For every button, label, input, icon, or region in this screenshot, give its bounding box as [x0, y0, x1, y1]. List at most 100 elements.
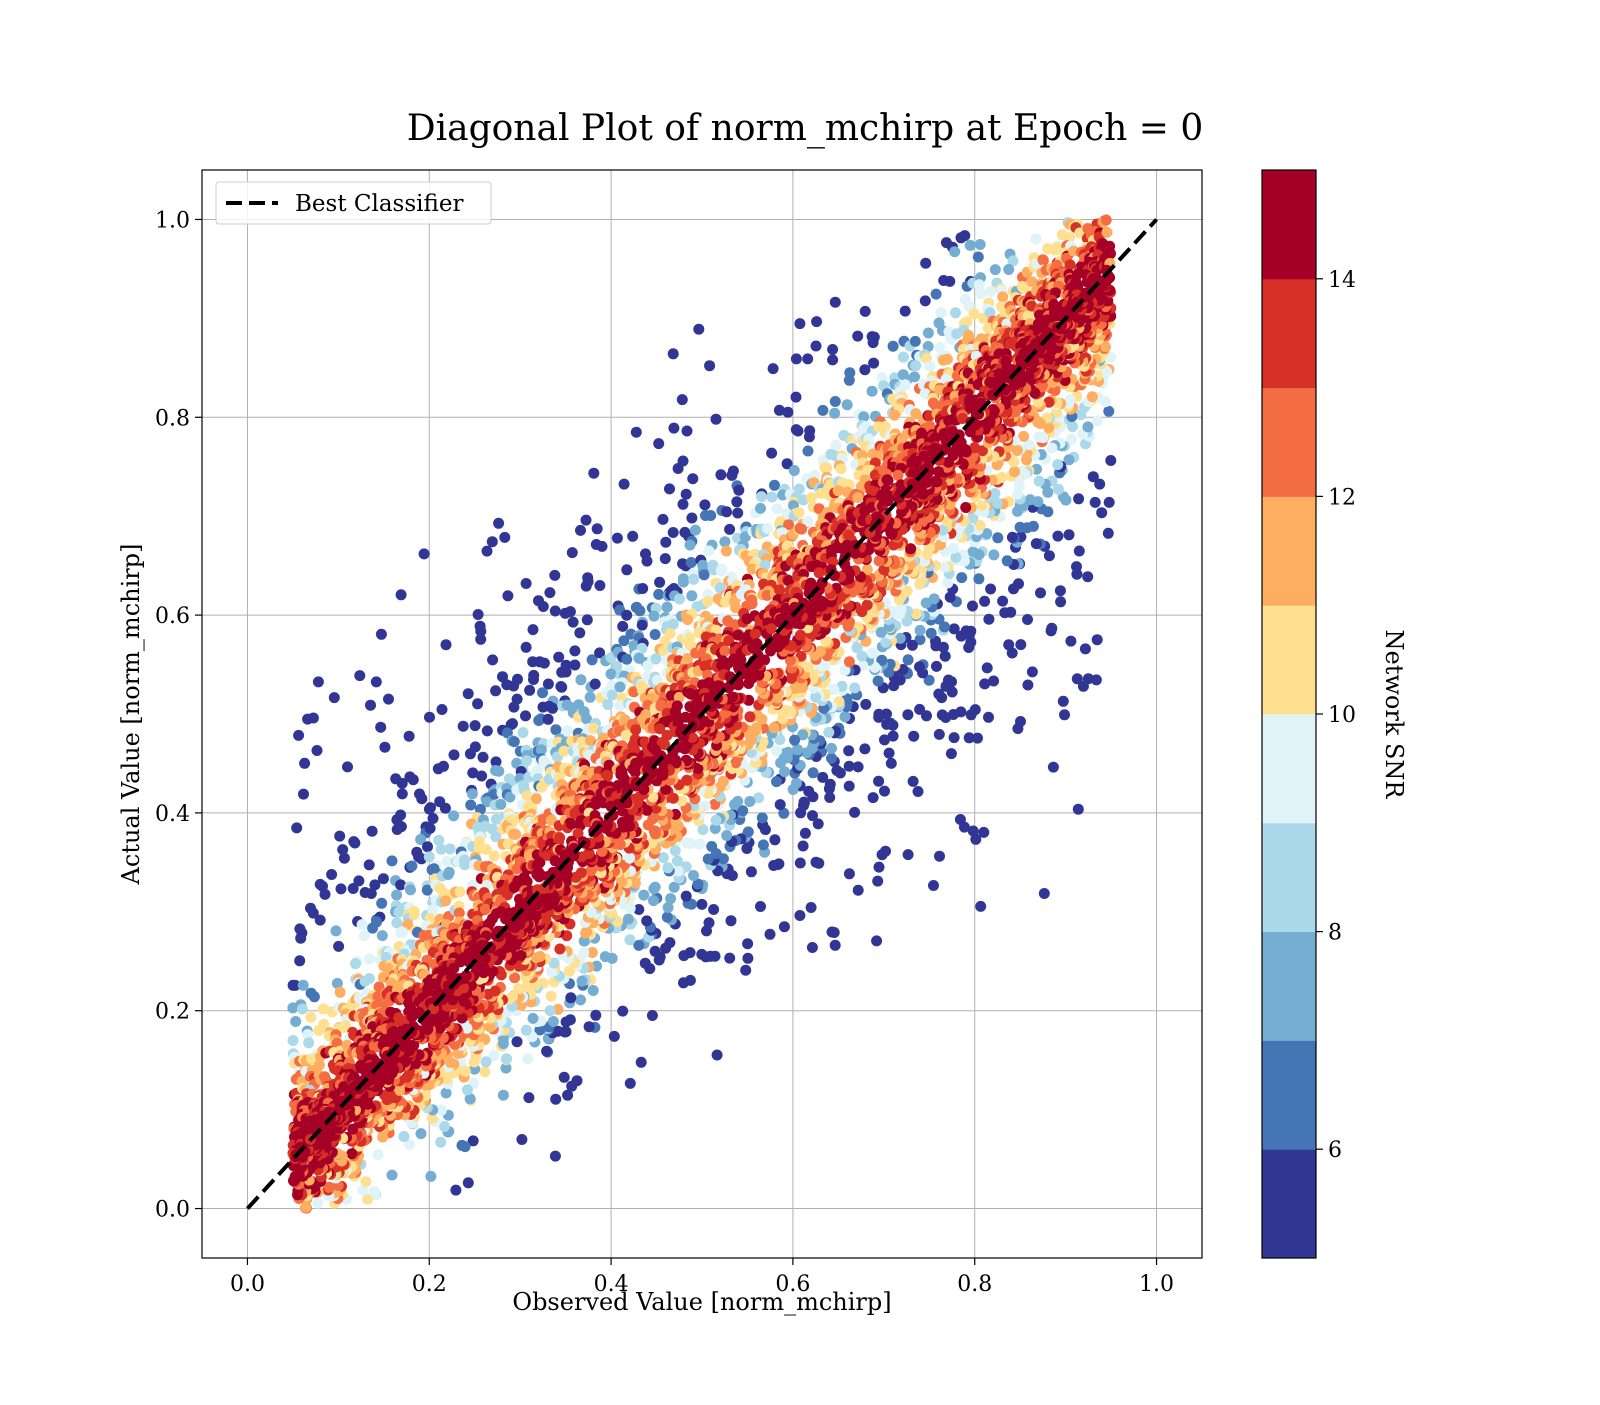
scatter-point [702, 596, 713, 607]
scatter-point [528, 1013, 539, 1024]
scatter-point [508, 681, 519, 692]
scatter-point [726, 470, 737, 481]
scatter-point [704, 917, 715, 928]
scatter-point [480, 904, 491, 915]
scatter-point [687, 473, 698, 484]
scatter-point [463, 688, 474, 699]
scatter-point [472, 698, 483, 709]
scatter-point [798, 841, 809, 852]
scatter-point [1088, 471, 1099, 482]
scatter-point [437, 704, 448, 715]
scatter-point [331, 925, 342, 936]
scatter-point [435, 1137, 446, 1148]
scatter-point [450, 1185, 461, 1196]
scatter-point [590, 679, 601, 690]
scatter-point [1048, 762, 1059, 773]
scatter-point [908, 776, 919, 787]
scatter-point [853, 885, 864, 896]
scatter-point [1101, 215, 1112, 226]
scatter-point [767, 492, 778, 503]
scatter-point [1039, 888, 1050, 899]
scatter-point [886, 758, 897, 769]
chart-title: Diagonal Plot of norm_mchirp at Epoch = … [407, 108, 1204, 149]
scatter-point [1015, 639, 1026, 650]
scatter-point [574, 627, 585, 638]
scatter-point [1007, 532, 1018, 543]
scatter-point [1035, 587, 1046, 598]
scatter-point [441, 639, 452, 650]
scatter-point [949, 732, 960, 743]
scatter-point [705, 510, 716, 521]
scatter-point [791, 392, 802, 403]
scatter-point [487, 654, 498, 665]
scatter-point [406, 861, 417, 872]
scatter-point [354, 670, 365, 681]
scatter-point [975, 901, 986, 912]
scatter-point [755, 901, 766, 912]
scatter-point [903, 654, 914, 665]
scatter-point [309, 991, 320, 1002]
scatter-point [391, 890, 402, 901]
scatter-point [490, 685, 501, 696]
scatter-point [769, 834, 780, 845]
scatter-point [445, 843, 456, 854]
scatter-point [964, 732, 975, 743]
scatter-point [541, 1046, 552, 1057]
scatter-point [817, 405, 828, 416]
scatter-point [1080, 643, 1091, 654]
scatter-point [956, 572, 967, 583]
scatter-point [1072, 673, 1083, 684]
scatter-point [617, 1006, 628, 1017]
scatter-point [582, 614, 593, 625]
scatter-point [942, 354, 953, 365]
scatter-point [375, 722, 386, 733]
scatter-point [405, 884, 416, 895]
scatter-point [830, 297, 841, 308]
scatter-point [602, 699, 613, 710]
scatter-point [678, 577, 689, 588]
scatter-point [617, 817, 628, 828]
scatter-point [621, 610, 632, 621]
scatter-point [990, 264, 1001, 275]
scatter-point [718, 776, 729, 787]
scatter-point [1049, 245, 1060, 256]
scatter-point [524, 685, 535, 696]
scatter-point [688, 574, 699, 585]
scatter-point [575, 994, 586, 1005]
scatter-point [789, 735, 800, 746]
scatter-point [973, 252, 984, 263]
scatter-point [454, 886, 465, 897]
scatter-point [313, 1025, 324, 1036]
scatter-point [312, 1198, 323, 1209]
scatter-point [677, 394, 688, 405]
scatter-point [873, 676, 884, 687]
scatter-point [769, 480, 780, 491]
scatter-point [928, 880, 939, 891]
scatter-point [559, 1072, 570, 1083]
scatter-point [371, 676, 382, 687]
scatter-point [664, 937, 675, 948]
scatter-point [943, 675, 954, 686]
scatter-point [522, 1053, 533, 1064]
scatter-point [1083, 673, 1094, 684]
scatter-point [607, 690, 618, 701]
scatter-point [369, 1186, 380, 1197]
scatter-point [627, 531, 638, 542]
scatter-point [893, 470, 904, 481]
scatter-point [721, 506, 732, 517]
scatter-point [562, 725, 573, 736]
scatter-point [416, 793, 427, 804]
scatter-point [1087, 391, 1098, 402]
scatter-point [489, 850, 500, 861]
scatter-point [335, 987, 346, 998]
scatter-point [1055, 585, 1066, 596]
scatter-point [693, 324, 704, 335]
scatter-point [909, 371, 920, 382]
scatter-point [617, 621, 628, 632]
scatter-point [581, 581, 592, 592]
scatter-point [833, 485, 844, 496]
scatter-point [699, 499, 710, 510]
scatter-point [577, 976, 588, 987]
scatter-point [782, 407, 793, 418]
scatter-point [465, 748, 476, 759]
